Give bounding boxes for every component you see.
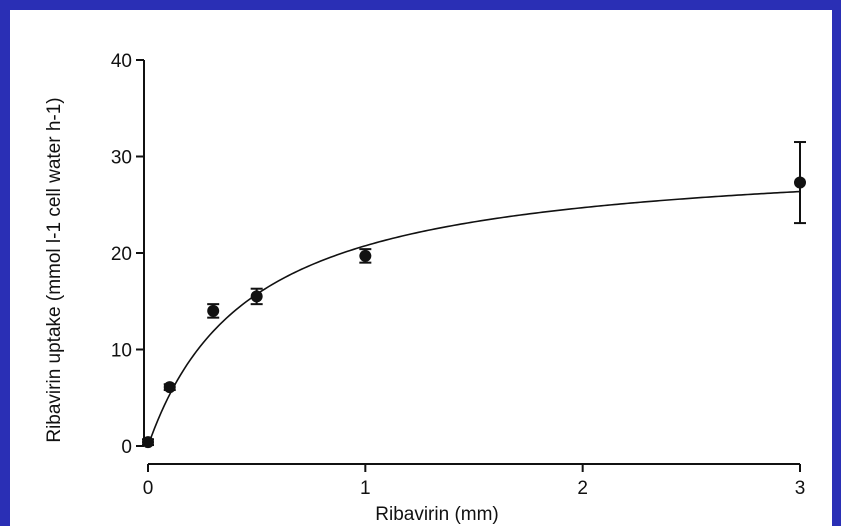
- x-tick-label-2: 2: [577, 478, 588, 499]
- data-point-1: [164, 381, 176, 393]
- tick-labels-layer: 0 10 20 30 40 0 1 2 3: [111, 51, 805, 499]
- axes: [136, 60, 800, 472]
- y-tick-label-3: 30: [111, 148, 132, 169]
- chart-panel: 0 10 20 30 40 0 1 2 3 Ribavirin (mm) Ribavirin u…: [10, 10, 832, 526]
- y-tick-label-4: 40: [111, 51, 132, 72]
- y-tick-label-2: 20: [111, 244, 132, 265]
- y-axis-label: Ribavirin uptake (mmol l-1 cell water h-…: [44, 97, 65, 442]
- data-points-layer: [142, 142, 806, 448]
- data-point-group-2: [207, 304, 219, 318]
- data-point-0: [142, 436, 154, 448]
- data-point-group-5: [794, 142, 806, 223]
- data-point-2: [207, 305, 219, 317]
- uptake-chart: 0 10 20 30 40 0 1 2 3 Ribavirin (mm) Ribavirin u…: [10, 10, 832, 526]
- data-point-group-4: [359, 249, 371, 263]
- x-tick-label-3: 3: [795, 478, 806, 499]
- x-tick-label-1: 1: [360, 478, 371, 499]
- y-tick-label-0: 0: [121, 437, 132, 458]
- data-point-3: [251, 290, 263, 302]
- x-axis-label: Ribavirin (mm): [375, 504, 499, 525]
- data-point-5: [794, 177, 806, 189]
- fit-curve: [148, 192, 800, 446]
- data-point-group-1: [164, 381, 176, 393]
- data-point-4: [359, 250, 371, 262]
- data-point-group-0: [142, 436, 154, 448]
- x-tick-label-0: 0: [143, 478, 154, 499]
- y-tick-label-1: 10: [111, 341, 132, 362]
- fit-curve-layer: [148, 192, 800, 446]
